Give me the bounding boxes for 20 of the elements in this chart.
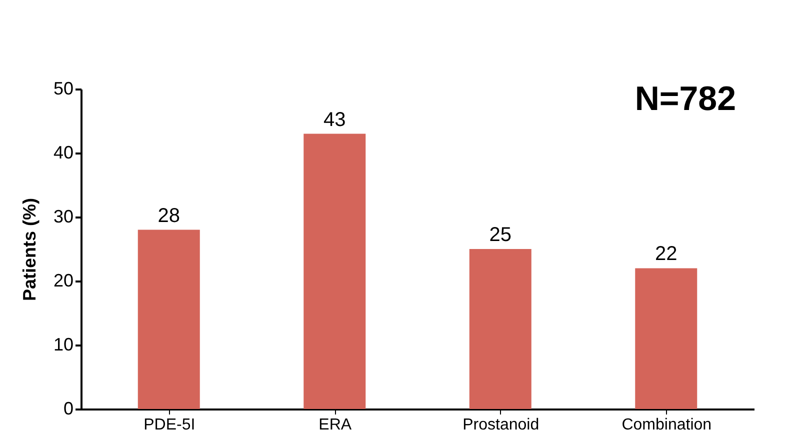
data-label: 28 [158, 204, 180, 227]
y-axis-title: Patients (%) [19, 198, 40, 302]
bar [469, 249, 532, 409]
y-tick-label: 0 [63, 398, 74, 418]
x-tick-label: Prostanoid [462, 416, 540, 434]
x-tick-label: Combination [622, 416, 712, 434]
data-label: 43 [324, 108, 346, 131]
bar [304, 134, 366, 409]
y-tick-label: 10 [53, 334, 74, 354]
x-tick-label: PDE-5I [144, 416, 196, 434]
bar [635, 268, 698, 409]
data-label: 22 [655, 243, 678, 266]
y-tick-label: 20 [53, 270, 74, 290]
y-tick-label: 50 [53, 78, 74, 98]
annotation: N=782 [634, 80, 736, 118]
y-tick-label: 30 [53, 206, 74, 226]
data-label: 25 [489, 224, 512, 246]
bar [138, 230, 200, 409]
x-tick-label: ERA [318, 416, 352, 434]
y-tick-label: 40 [53, 142, 74, 162]
